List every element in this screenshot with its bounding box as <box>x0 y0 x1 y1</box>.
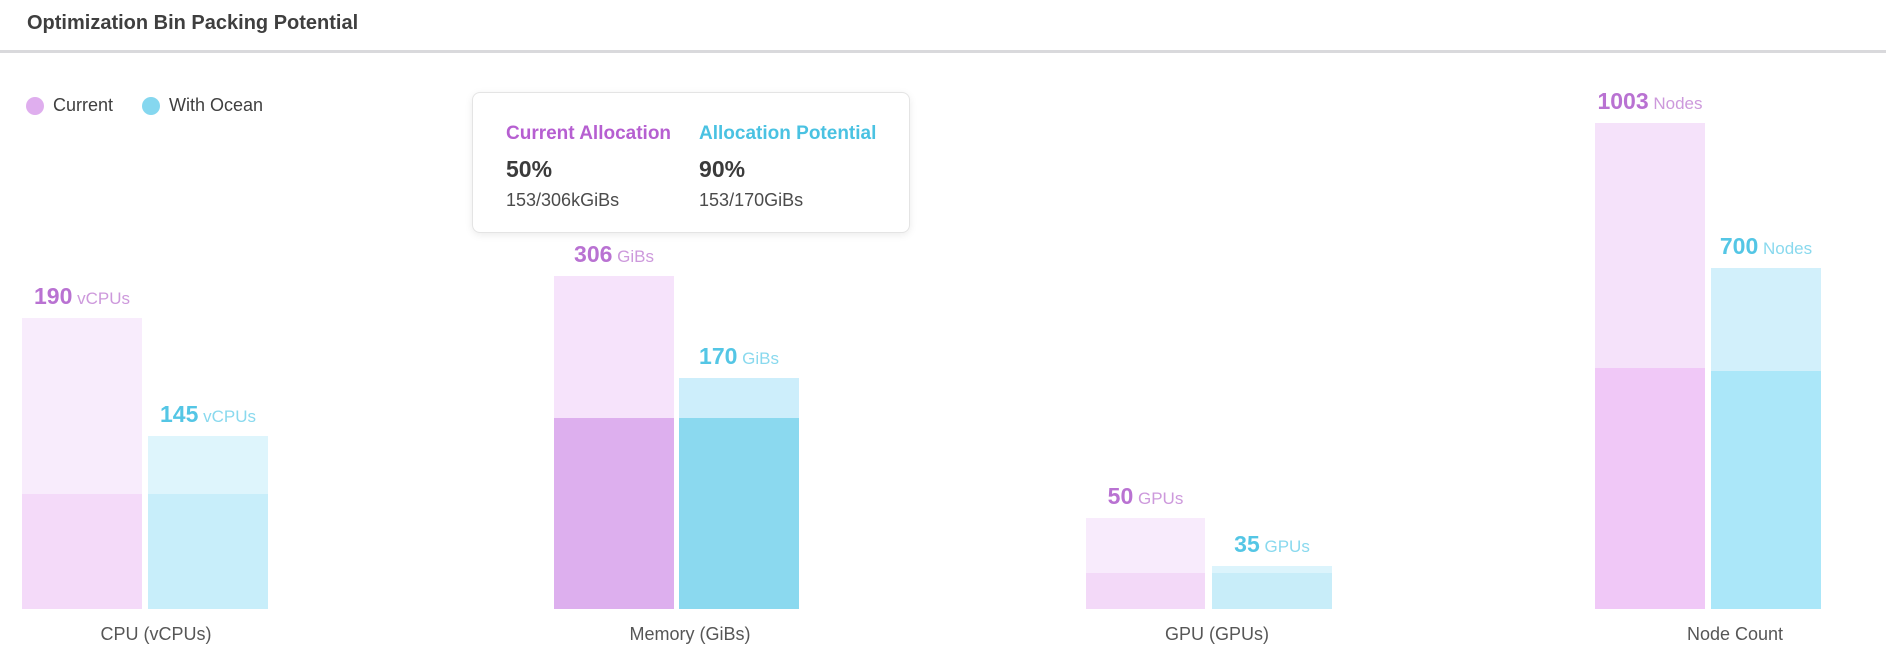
bar-current[interactable] <box>22 318 142 609</box>
bar-used-segment <box>1711 371 1821 609</box>
tooltip-heading-potential: Allocation Potential <box>699 123 877 144</box>
ocean-series-dot-icon <box>142 96 161 115</box>
chart-panel: Current With Ocean Current Allocation 50… <box>0 56 1886 666</box>
bar-with-ocean[interactable] <box>1711 268 1821 609</box>
bar-with-ocean[interactable] <box>1212 566 1332 609</box>
bar-with-ocean[interactable] <box>148 436 268 609</box>
tooltip-detail-potential: 153/170GiBs <box>699 190 804 210</box>
bar-current[interactable] <box>1595 123 1705 609</box>
bar-current[interactable] <box>1086 518 1205 609</box>
legend-item-label: With Ocean <box>169 95 264 115</box>
tooltip-heading-current: Current Allocation <box>506 123 672 144</box>
bar-used-segment <box>22 494 142 609</box>
bar-value-label: 35 GPUs <box>1234 531 1310 557</box>
bar-value-label: 700 Nodes <box>1719 233 1813 259</box>
axis-label: CPU (vCPUs) <box>100 624 212 644</box>
bar-used-segment <box>148 494 268 609</box>
tooltip-potential-column: Allocation Potential 90% 153/170GiBs <box>699 123 876 232</box>
tooltip-percent-current: 50% <box>506 156 553 182</box>
tooltip-detail-current: 153/306kGiBs <box>506 190 620 210</box>
legend: Current With Ocean <box>26 95 263 116</box>
bar-used-segment <box>679 418 799 609</box>
tooltip-percent-potential: 90% <box>699 156 746 182</box>
hover-tooltip: Current Allocation 50% 153/306kGiBs Allo… <box>472 92 910 233</box>
axis-label: Memory (GiBs) <box>629 624 751 644</box>
axis-label: Node Count <box>1686 624 1784 644</box>
bar-used-segment <box>1212 573 1332 609</box>
legend-item-with-ocean[interactable]: With Ocean <box>142 95 263 116</box>
bar-value-label: 170 GiBs <box>699 343 779 369</box>
current-series-dot-icon <box>26 96 44 115</box>
bar-used-segment <box>1595 368 1705 609</box>
bar-value-label: 1003 Nodes <box>1597 88 1703 114</box>
bar-used-segment <box>554 418 674 609</box>
legend-item-current[interactable]: Current <box>26 95 113 116</box>
page-title: Optimization Bin Packing Potential <box>27 12 359 34</box>
bar-with-ocean[interactable] <box>679 378 799 609</box>
tooltip-current-column: Current Allocation 50% 153/306kGiBs <box>506 123 671 232</box>
bar-value-label: 145 vCPUs <box>160 401 256 427</box>
bar-value-label: 190 vCPUs <box>34 283 130 309</box>
panel-header: Optimization Bin Packing Potential <box>0 0 1886 53</box>
axis-label: GPU (GPUs) <box>1164 624 1270 644</box>
bar-value-label: 306 GiBs <box>574 241 654 267</box>
bar-value-label: 50 GPUs <box>1107 483 1184 509</box>
bar-current[interactable] <box>554 276 674 609</box>
bar-used-segment <box>1086 573 1205 609</box>
legend-item-label: Current <box>53 95 114 115</box>
